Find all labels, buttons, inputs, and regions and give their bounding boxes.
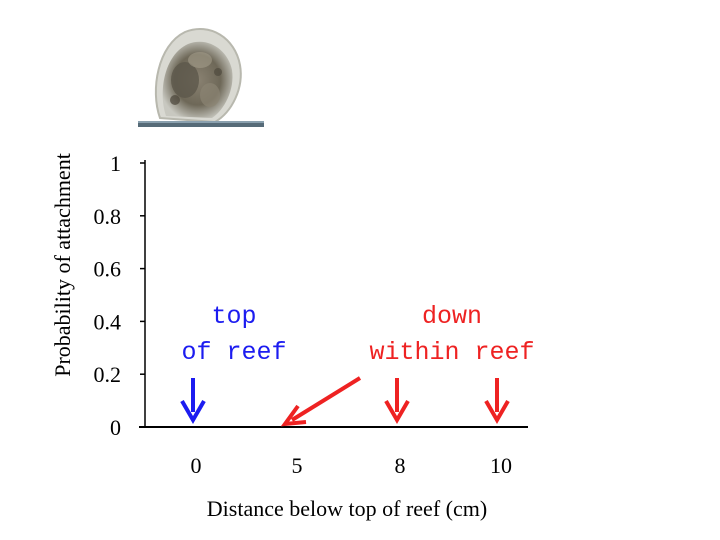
arrow-within-reef-diagonal xyxy=(280,376,362,427)
x-tick-label: 5 xyxy=(292,453,303,478)
arrow-top-of-reef xyxy=(180,378,206,424)
annotation-top-of-reef-line1: top xyxy=(211,302,256,331)
oyster-larva-image xyxy=(138,28,264,127)
y-tick-label: 0.8 xyxy=(94,204,122,229)
arrow-within-reef-8 xyxy=(384,378,410,424)
annotation-within-reef-line2: within reef xyxy=(369,338,534,367)
x-tick-label: 0 xyxy=(191,453,202,478)
annotation-top-of-reef-line2: of reef xyxy=(181,338,286,367)
x-tick-label: 10 xyxy=(490,453,512,478)
x-tick-label: 8 xyxy=(395,453,406,478)
x-axis-label: Distance below top of reef (cm) xyxy=(207,496,487,521)
y-tick-label: 0.4 xyxy=(94,309,122,334)
annotation-within-reef-line1: down xyxy=(422,302,482,331)
y-tick-label: 0 xyxy=(110,415,121,440)
y-tick-label: 0.6 xyxy=(94,257,122,282)
y-tick-label: 1 xyxy=(110,151,121,176)
arrow-within-reef-10 xyxy=(484,378,510,424)
y-axis-label: Probability of attachment xyxy=(50,153,75,377)
y-tick-label: 0.2 xyxy=(94,362,122,387)
